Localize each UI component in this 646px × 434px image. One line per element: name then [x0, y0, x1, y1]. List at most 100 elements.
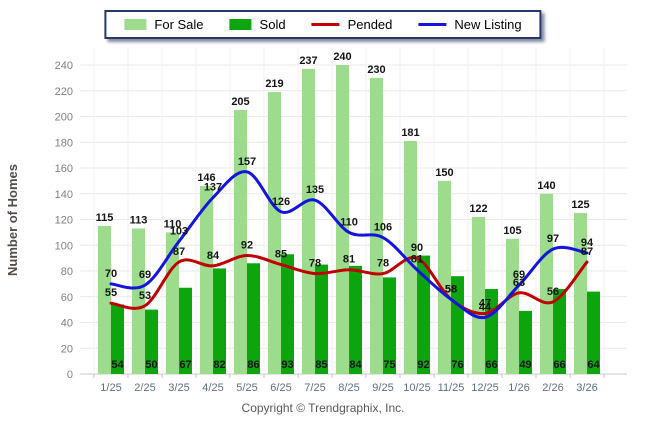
svg-text:9/25: 9/25 [372, 382, 393, 394]
svg-text:60: 60 [61, 292, 73, 304]
svg-text:54: 54 [111, 359, 124, 371]
svg-text:110: 110 [340, 216, 358, 228]
legend-label-for-sale: For Sale [154, 17, 204, 32]
svg-text:70: 70 [105, 268, 117, 280]
svg-text:230: 230 [367, 64, 385, 76]
axis: 1/25 2/25 3/25 4/25 5/25 6/25 7/25 8/25 9/25 10/2… [93, 374, 605, 394]
svg-text:4/25: 4/25 [202, 382, 223, 394]
svg-text:94: 94 [581, 237, 594, 249]
legend: For Sale Sold Pended New Listing [104, 10, 542, 39]
svg-text:135: 135 [306, 184, 324, 196]
svg-text:58: 58 [445, 283, 457, 295]
svg-text:86: 86 [247, 359, 259, 371]
legend-item-for-sale: For Sale [124, 17, 204, 32]
svg-text:200: 200 [55, 112, 73, 124]
svg-text:50: 50 [145, 359, 157, 371]
legend-label-pended: Pended [347, 17, 393, 32]
svg-text:20: 20 [61, 343, 73, 355]
svg-text:146: 146 [197, 172, 215, 184]
for-sale-swatch [124, 19, 147, 30]
svg-text:69: 69 [139, 269, 151, 281]
svg-text:2/26: 2/26 [542, 382, 563, 394]
svg-text:205: 205 [231, 96, 249, 108]
svg-text:76: 76 [451, 359, 463, 371]
svg-text:7/25: 7/25 [304, 382, 325, 394]
svg-text:47: 47 [479, 297, 491, 309]
svg-text:78: 78 [377, 258, 389, 270]
svg-text:87: 87 [173, 246, 185, 258]
svg-text:2/25: 2/25 [134, 382, 155, 394]
svg-text:5/25: 5/25 [236, 382, 257, 394]
svg-text:87: 87 [581, 246, 593, 258]
svg-text:56: 56 [547, 286, 559, 298]
svg-text:110: 110 [164, 218, 182, 230]
svg-text:44: 44 [479, 301, 492, 313]
svg-text:106: 106 [374, 222, 392, 234]
svg-text:67: 67 [179, 359, 191, 371]
svg-text:64: 64 [587, 359, 600, 371]
svg-text:1/26: 1/26 [508, 382, 529, 394]
legend-label-sold: Sold [259, 17, 286, 32]
svg-text:53: 53 [139, 290, 151, 302]
svg-text:0: 0 [67, 369, 73, 381]
svg-text:120: 120 [55, 215, 73, 227]
svg-text:90: 90 [411, 242, 423, 254]
svg-text:3/26: 3/26 [576, 382, 597, 394]
svg-text:160: 160 [55, 163, 73, 175]
svg-text:137: 137 [204, 182, 222, 194]
svg-text:125: 125 [571, 199, 589, 211]
vertical-gridlines [93, 48, 605, 374]
svg-text:115: 115 [96, 212, 114, 224]
legend-item-sold: Sold [229, 17, 286, 32]
svg-text:240: 240 [333, 51, 351, 63]
svg-text:12/25: 12/25 [471, 382, 499, 394]
svg-text:66: 66 [553, 359, 565, 371]
svg-text:8/25: 8/25 [338, 382, 359, 394]
svg-text:219: 219 [265, 78, 283, 90]
svg-text:75: 75 [383, 359, 395, 371]
svg-text:49: 49 [519, 359, 531, 371]
svg-text:122: 122 [469, 203, 487, 215]
svg-text:58: 58 [445, 283, 457, 295]
legend-item-pended: Pended [311, 17, 393, 32]
value-labels: 115 54 113 50 110 67 146 82 205 86 219 93 237 85 240 84… [96, 51, 601, 371]
svg-text:40: 40 [61, 318, 73, 330]
svg-text:85: 85 [275, 249, 287, 261]
svg-text:180: 180 [55, 137, 73, 149]
svg-text:81: 81 [343, 254, 355, 266]
svg-text:63: 63 [513, 277, 525, 289]
svg-text:113: 113 [130, 215, 148, 227]
svg-text:3/25: 3/25 [168, 382, 189, 394]
pended-line-swatch [311, 23, 340, 26]
svg-text:85: 85 [315, 359, 327, 371]
svg-text:69: 69 [513, 269, 525, 281]
svg-text:66: 66 [485, 359, 497, 371]
plot-area: 0 20 40 60 80 100 120 140 160 180 200 220 240 1/25 2/… [5, 48, 627, 394]
svg-text:150: 150 [435, 167, 453, 179]
svg-text:157: 157 [238, 156, 256, 168]
svg-text:6/25: 6/25 [270, 382, 291, 394]
y-axis-title: Number of Homes [5, 164, 20, 276]
new-listing-line-swatch [418, 23, 447, 26]
lines [109, 170, 589, 320]
svg-text:92: 92 [417, 359, 429, 371]
copyright-text: Copyright © Trendgraphix, Inc. [241, 401, 405, 415]
bars [98, 65, 600, 375]
svg-text:140: 140 [55, 189, 73, 201]
svg-text:78: 78 [309, 258, 321, 270]
svg-text:11/25: 11/25 [438, 382, 465, 394]
svg-text:181: 181 [401, 127, 419, 139]
svg-text:220: 220 [55, 86, 73, 98]
svg-text:93: 93 [281, 359, 293, 371]
svg-text:80: 80 [61, 266, 73, 278]
svg-text:10/25: 10/25 [403, 382, 431, 394]
legend-item-new-listing: New Listing [418, 17, 522, 32]
svg-text:140: 140 [537, 180, 555, 192]
svg-text:92: 92 [241, 240, 253, 252]
svg-text:97: 97 [547, 233, 559, 245]
svg-text:100: 100 [55, 240, 73, 252]
svg-text:82: 82 [213, 359, 225, 371]
sold-swatch [229, 19, 252, 30]
svg-text:55: 55 [105, 287, 117, 299]
